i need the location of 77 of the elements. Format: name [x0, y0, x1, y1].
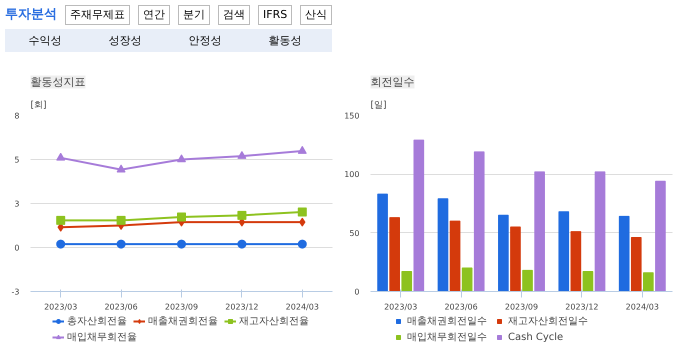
x-tick-label: 2024/03	[286, 302, 319, 312]
point	[116, 240, 126, 249]
bar	[558, 211, 570, 292]
y-tick-label: 150	[344, 112, 360, 120]
bar	[630, 237, 642, 292]
bar	[510, 226, 521, 292]
x-tick-label: 2023/12	[565, 302, 599, 312]
chart-title: 활동성지표	[30, 76, 86, 88]
bar	[655, 180, 666, 292]
y-tick-label: -3	[12, 288, 20, 296]
text: 산식	[300, 5, 332, 25]
text: IFRS	[258, 5, 292, 25]
point	[56, 216, 66, 225]
y-axis-title: [회]	[30, 100, 47, 110]
point	[177, 154, 186, 162]
point	[177, 212, 186, 222]
y-tick-label: 5	[14, 156, 20, 164]
legend-label: 재고자산회전일수	[508, 315, 588, 328]
bar	[438, 198, 448, 292]
y-tick-label: 8	[14, 112, 20, 120]
bar	[643, 272, 654, 292]
text: 성장성	[108, 32, 142, 49]
text: 분기	[178, 5, 210, 25]
legend-label: 매출채권회전일수	[407, 315, 487, 328]
text: 검색	[218, 5, 250, 25]
bar	[413, 140, 424, 292]
y-tick-label: 100	[344, 170, 360, 180]
point	[56, 152, 66, 161]
text: 주재무제표	[65, 5, 130, 25]
text: 활동성	[268, 32, 302, 49]
point	[177, 240, 186, 249]
y-tick-label: 0	[354, 288, 360, 296]
text: 투자분석	[5, 6, 57, 24]
bar	[534, 171, 545, 292]
bar	[582, 271, 594, 292]
bar	[522, 270, 533, 292]
legend-label: 총자산회전율	[67, 315, 127, 328]
point	[116, 216, 126, 225]
bar	[474, 151, 485, 292]
point	[298, 207, 307, 216]
bar	[450, 220, 460, 292]
bar	[401, 271, 412, 292]
point	[116, 164, 126, 172]
bar	[462, 268, 472, 292]
bar	[570, 231, 582, 292]
legend-label: 재고자산회전율	[239, 315, 309, 328]
x-tick-label: 2023/06	[104, 302, 138, 312]
point	[298, 146, 307, 154]
point	[56, 240, 66, 249]
bar	[377, 194, 388, 292]
point	[237, 210, 246, 220]
text: 안정성	[188, 32, 222, 49]
text: 수익성	[28, 32, 62, 49]
text: 연간	[138, 5, 170, 25]
x-tick-label: 2023/03	[44, 302, 78, 312]
y-tick-label: 0	[14, 244, 20, 252]
point	[237, 150, 246, 159]
x-tick-label: 2024/03	[626, 302, 659, 312]
y-tick-label: 50	[349, 228, 360, 238]
bar	[618, 216, 630, 292]
y-tick-label: 3	[14, 200, 20, 208]
x-tick-label: 2023/09	[164, 302, 198, 312]
legend-label: 매입채무회전율	[67, 331, 137, 342]
bar	[498, 214, 509, 292]
point	[237, 240, 246, 249]
legend-label: Cash Cycle	[508, 331, 564, 342]
x-tick-label: 2023/06	[444, 302, 478, 312]
x-tick-label: 2023/03	[384, 302, 418, 312]
x-tick-label: 2023/09	[504, 302, 538, 312]
x-tick-label: 2023/12	[225, 302, 259, 312]
legend-label: 매입채무회전일수	[407, 331, 487, 342]
bar	[594, 171, 606, 292]
bar	[389, 217, 400, 292]
legend-label: 매출채권회전율	[148, 315, 218, 328]
y-axis-title: [일]	[370, 100, 387, 110]
point	[298, 240, 307, 249]
chart-title: 회전일수	[370, 76, 414, 88]
